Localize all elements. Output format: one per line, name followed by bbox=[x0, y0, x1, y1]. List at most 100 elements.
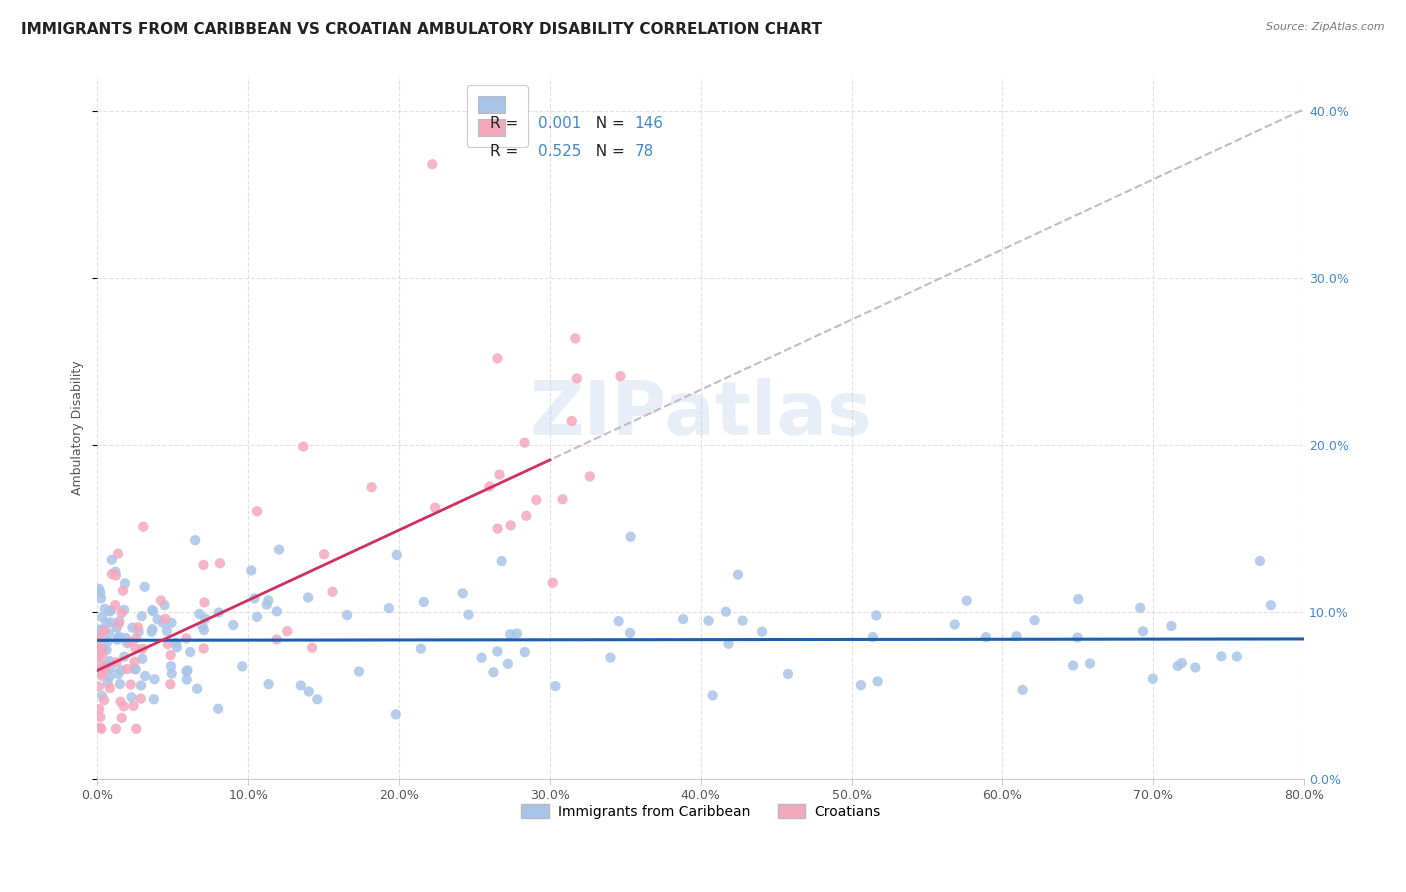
Point bbox=[107, 547, 129, 561]
Point bbox=[124, 641, 146, 656]
Point bbox=[90, 624, 112, 638]
Point bbox=[486, 644, 509, 658]
Point bbox=[193, 641, 215, 656]
Point bbox=[89, 702, 111, 716]
Point bbox=[143, 672, 166, 686]
Point bbox=[122, 699, 145, 714]
Point bbox=[112, 649, 135, 664]
Point bbox=[156, 637, 179, 651]
Point bbox=[110, 663, 132, 677]
Point bbox=[499, 518, 522, 533]
Point bbox=[107, 631, 129, 645]
Point bbox=[564, 331, 586, 345]
Point bbox=[478, 480, 501, 494]
Point bbox=[160, 666, 183, 681]
Point bbox=[1160, 619, 1182, 633]
Point bbox=[727, 567, 749, 582]
Point bbox=[90, 642, 112, 657]
Point bbox=[115, 636, 138, 650]
Point bbox=[160, 615, 183, 630]
Point bbox=[378, 601, 401, 615]
Point bbox=[513, 645, 536, 659]
Point bbox=[114, 576, 136, 591]
Point bbox=[160, 659, 183, 673]
Point bbox=[129, 691, 152, 706]
Point bbox=[541, 575, 564, 590]
Point bbox=[134, 580, 156, 594]
Point bbox=[1167, 659, 1189, 673]
Point bbox=[115, 662, 138, 676]
Point bbox=[240, 563, 263, 577]
Point bbox=[451, 586, 474, 600]
Point bbox=[89, 585, 111, 599]
Point bbox=[134, 669, 156, 683]
Point bbox=[131, 609, 153, 624]
Point bbox=[104, 568, 127, 582]
Point bbox=[165, 636, 187, 650]
Point bbox=[176, 665, 198, 679]
Point bbox=[141, 622, 163, 636]
Point bbox=[482, 665, 505, 680]
Point bbox=[94, 658, 117, 673]
Point bbox=[87, 648, 110, 663]
Point bbox=[246, 504, 269, 518]
Point bbox=[336, 608, 359, 623]
Point bbox=[91, 669, 114, 683]
Point bbox=[561, 414, 583, 428]
Point bbox=[486, 351, 509, 366]
Point bbox=[112, 699, 135, 714]
Text: N =: N = bbox=[586, 116, 630, 130]
Point bbox=[409, 641, 432, 656]
Point bbox=[127, 620, 149, 634]
Point bbox=[96, 615, 118, 630]
Point bbox=[89, 665, 111, 680]
Point bbox=[207, 702, 229, 716]
Point bbox=[607, 614, 630, 628]
Point bbox=[243, 591, 266, 606]
Point bbox=[866, 674, 889, 689]
Point bbox=[152, 615, 174, 630]
Point bbox=[129, 678, 152, 692]
Text: 78: 78 bbox=[634, 144, 654, 159]
Point bbox=[1171, 656, 1194, 670]
Point bbox=[297, 591, 319, 605]
Point bbox=[384, 707, 406, 722]
Point bbox=[97, 626, 120, 640]
Text: R =: R = bbox=[489, 116, 523, 130]
Point bbox=[122, 662, 145, 676]
Point bbox=[1226, 649, 1249, 664]
Point bbox=[1011, 682, 1033, 697]
Point bbox=[246, 609, 269, 624]
Point bbox=[266, 632, 288, 647]
Text: 0.525: 0.525 bbox=[538, 144, 581, 159]
Point bbox=[104, 722, 127, 736]
Point bbox=[141, 624, 163, 639]
Point bbox=[865, 608, 887, 623]
Point bbox=[159, 648, 181, 662]
Point bbox=[599, 650, 621, 665]
Point bbox=[108, 614, 131, 628]
Point bbox=[208, 556, 231, 570]
Point bbox=[191, 619, 214, 633]
Point bbox=[111, 606, 134, 620]
Point bbox=[385, 548, 408, 562]
Point bbox=[114, 631, 136, 645]
Point bbox=[108, 616, 131, 631]
Point bbox=[100, 615, 122, 630]
Point bbox=[100, 661, 122, 675]
Point bbox=[120, 677, 142, 691]
Point bbox=[125, 722, 148, 736]
Point bbox=[91, 642, 114, 657]
Point bbox=[849, 678, 872, 692]
Text: ZIPatlas: ZIPatlas bbox=[530, 377, 872, 450]
Text: R =: R = bbox=[489, 144, 523, 159]
Point bbox=[89, 721, 111, 735]
Point bbox=[121, 620, 143, 634]
Point bbox=[89, 632, 111, 646]
Point bbox=[257, 677, 280, 691]
Point bbox=[93, 624, 115, 638]
Point bbox=[956, 593, 979, 607]
Point bbox=[131, 651, 153, 665]
Point bbox=[208, 606, 231, 620]
Point bbox=[292, 440, 315, 454]
